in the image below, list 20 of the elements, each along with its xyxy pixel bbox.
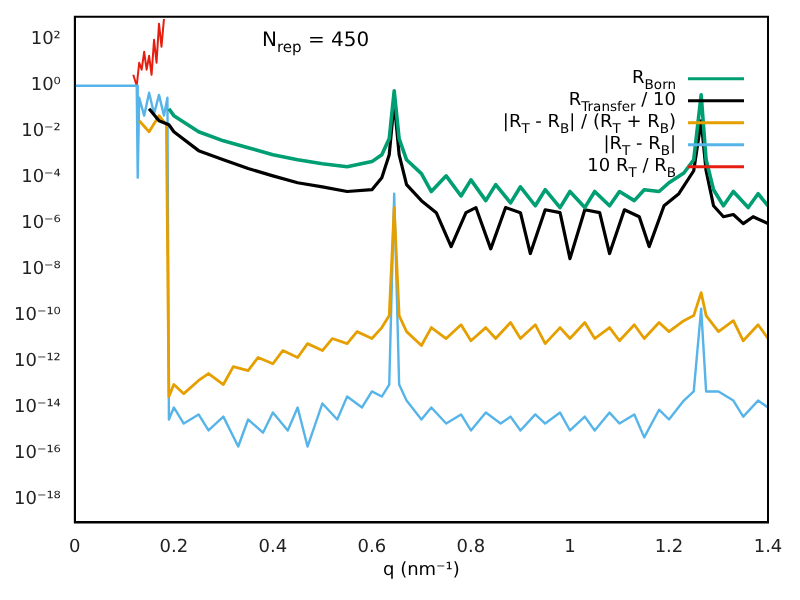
x-axis-title: q (nm⁻¹) [382, 561, 460, 582]
y-tick-label: 10⁻² [21, 122, 62, 143]
y-tick-label: 10⁻⁶ [21, 214, 62, 235]
x-tick-label: 0 [69, 537, 82, 558]
y-tick-label: 10⁻¹⁴ [13, 398, 62, 419]
x-tick-label: 0.2 [159, 537, 189, 558]
y-tick-label: 10⁻⁴ [21, 168, 62, 189]
x-tick-label: 0.4 [258, 537, 288, 558]
y-tick-label: 10⁻¹² [13, 352, 62, 373]
x-tick-label: 1 [564, 537, 576, 558]
x-tick-label: 1.4 [753, 537, 783, 558]
x-tick-label: 1.2 [654, 537, 684, 558]
y-tick-label: 10⁻¹⁸ [13, 490, 62, 511]
x-tick-label: 0.6 [357, 537, 387, 558]
y-tick-label: 10⁻¹⁰ [13, 306, 62, 327]
x-tick-label: 0.8 [456, 537, 486, 558]
y-tick-label: 10² [30, 30, 62, 51]
y-tick-label: 10⁻¹⁶ [13, 444, 62, 465]
y-tick-label: 10⁻⁸ [21, 260, 62, 281]
y-tick-label: 10⁰ [30, 76, 62, 97]
